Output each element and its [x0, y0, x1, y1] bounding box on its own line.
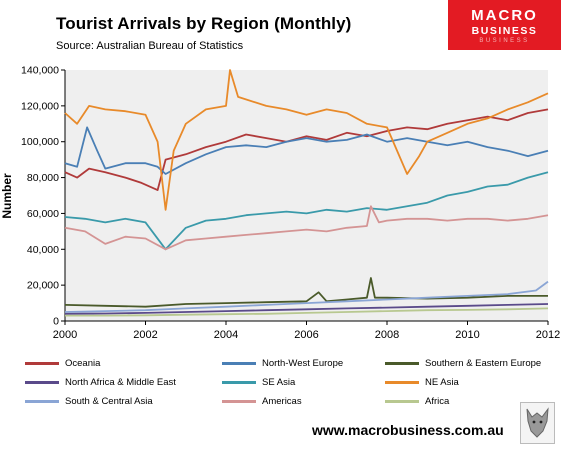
logo-line-3: BUSINESS — [479, 38, 530, 44]
legend-label: NE Asia — [425, 376, 459, 388]
series-line-africa — [65, 307, 549, 317]
y-axis: 0 20,000 40,000 60,000 80,000 100,000 120,000 1… — [21, 65, 66, 328]
y-tick-label: 100,000 — [21, 136, 59, 148]
legend-label: SE Asia — [262, 376, 296, 388]
y-tick-label: 0 — [53, 316, 59, 328]
footer-url: www.macrobusiness.com.au — [312, 422, 504, 438]
legend-item: Southern & Eastern Europe — [385, 356, 541, 370]
legend-item: NE Asia — [385, 375, 459, 389]
legend-swatch — [385, 380, 419, 384]
series-line-north-west-europe — [64, 126, 549, 175]
legend-item: SE Asia — [222, 375, 295, 389]
legend-swatch — [222, 380, 256, 384]
series-layer — [64, 69, 549, 317]
legend-item: Africa — [385, 394, 449, 408]
series-line-south-central-asia — [64, 280, 549, 313]
legend-item: North Africa & Middle East — [25, 375, 176, 389]
series-line-north-africa-middle-east — [64, 303, 549, 315]
y-tick-label: 140,000 — [21, 65, 59, 77]
x-tick-label: 2010 — [455, 329, 479, 341]
page-title: Tourist Arrivals by Region (Monthly) — [56, 14, 352, 33]
y-tick-label: 40,000 — [27, 244, 59, 256]
legend-swatch — [385, 361, 419, 365]
series-line-ne-asia — [64, 69, 549, 211]
source-note: Source: Australian Bureau of Statistics — [56, 40, 244, 52]
series-line-se-asia — [64, 171, 549, 251]
plot-area — [65, 70, 548, 321]
legend-swatch — [25, 380, 59, 384]
y-tick-label: 60,000 — [27, 208, 59, 220]
legend-swatch — [222, 361, 256, 365]
y-axis-label: Number — [0, 173, 14, 219]
legend-item: Oceania — [25, 356, 100, 370]
x-tick-label: 2002 — [133, 329, 157, 341]
x-tick-label: 2006 — [294, 329, 318, 341]
x-tick-label: 2000 — [53, 329, 77, 341]
legend-item: South & Central Asia — [25, 394, 153, 408]
y-tick-label: 80,000 — [27, 172, 59, 184]
macrobusiness-logo: MACRO BUSINESS BUSINESS — [448, 0, 561, 50]
x-tick-label: 2004 — [214, 329, 238, 341]
x-axis: 2000 2002 2004 2006 2008 2010 2012 — [53, 320, 560, 341]
legend-label: North Africa & Middle East — [65, 376, 176, 388]
series-line-southern-eastern-europe — [64, 277, 548, 308]
legend-label: Southern & Eastern Europe — [425, 357, 542, 369]
legend-label: Africa — [425, 395, 450, 407]
legend-label: South & Central Asia — [65, 395, 153, 407]
legend-item: Americas — [222, 394, 302, 408]
legend-label: Oceania — [65, 357, 101, 369]
logo-line-1: MACRO — [471, 7, 538, 24]
legend-label: North-West Europe — [262, 357, 344, 369]
legend-swatch — [25, 361, 59, 365]
y-tick-label: 120,000 — [21, 100, 59, 112]
legend-label: Americas — [262, 395, 302, 407]
x-tick-label: 2008 — [375, 329, 399, 341]
logo-line-2: BUSINESS — [471, 25, 538, 37]
legend-swatch — [25, 399, 59, 403]
y-tick-label: 20,000 — [27, 280, 59, 292]
series-line-americas — [64, 205, 549, 251]
legend-item: North-West Europe — [222, 356, 343, 370]
legend-swatch — [385, 399, 419, 403]
legend-swatch — [222, 399, 256, 403]
x-tick-label: 2012 — [536, 329, 560, 341]
wolf-logo-icon — [520, 402, 555, 444]
